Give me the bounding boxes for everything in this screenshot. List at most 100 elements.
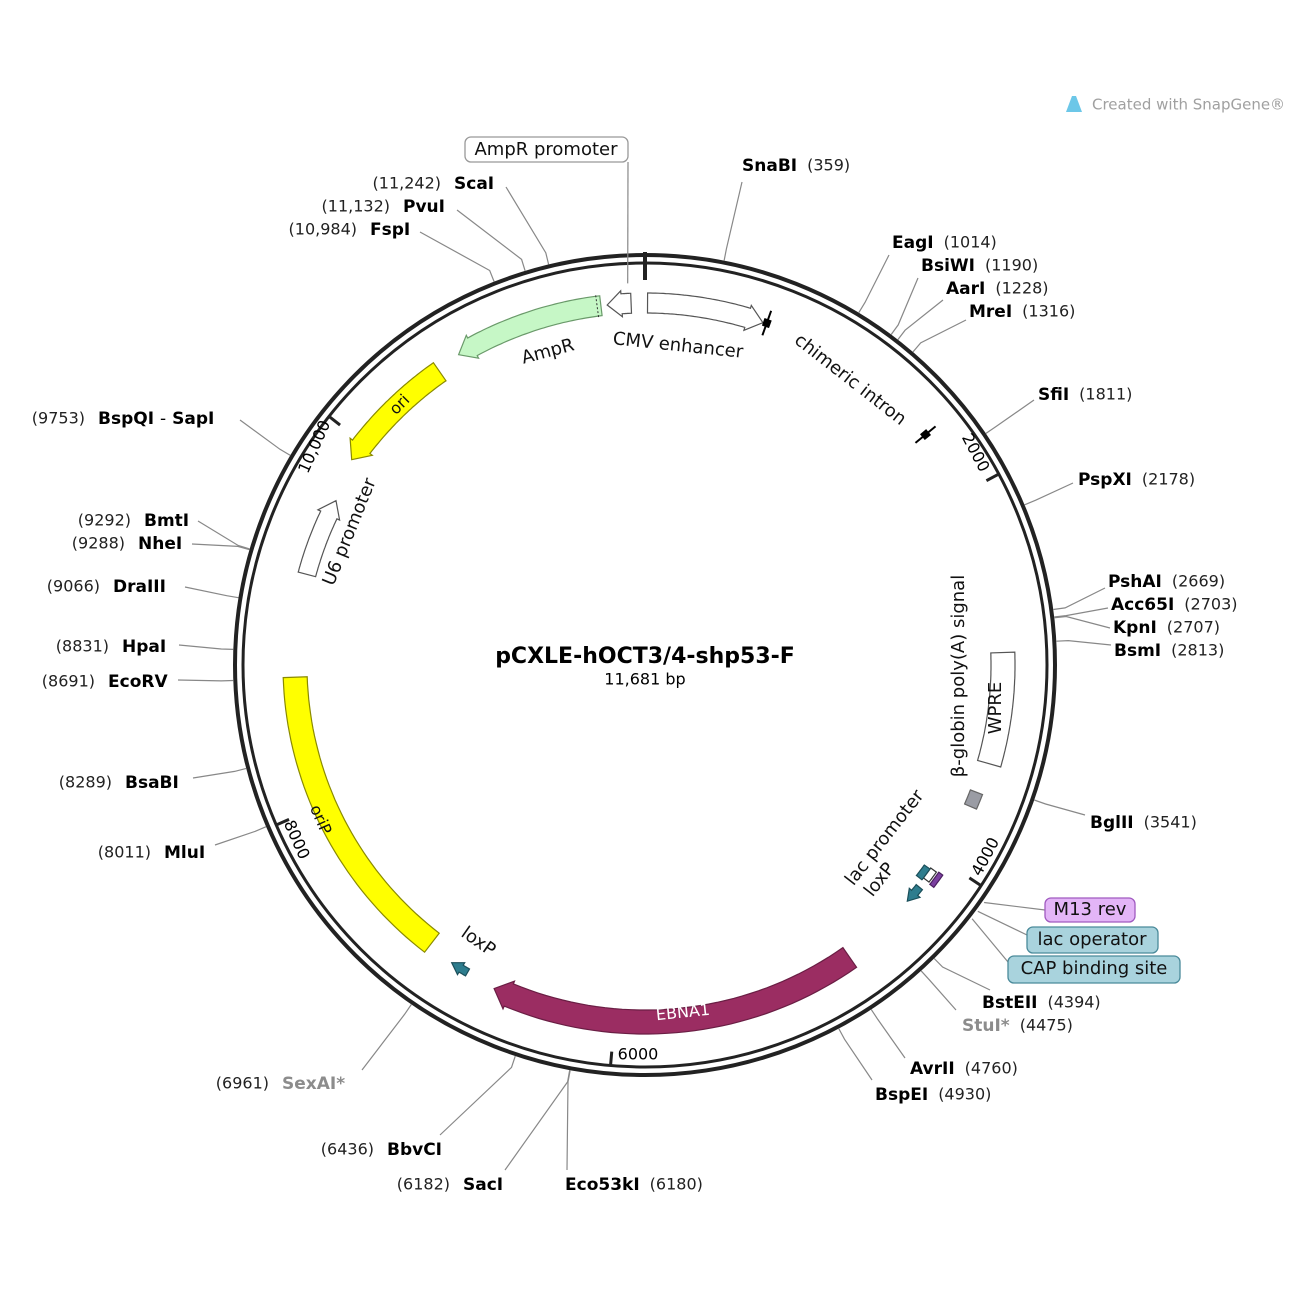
intron-marker-box [761,318,772,329]
site-leader [456,209,526,271]
site-leader [1054,607,1109,618]
site-separator: - [160,409,166,429]
site-name: EcoRV [108,672,168,692]
site-name: DraIII [113,577,166,597]
site-position: (9753) [32,409,85,428]
site-name: MluI [164,843,205,863]
site-name: BstEII [982,993,1037,1013]
site-leader [897,299,944,341]
site-leader [505,186,550,265]
site-leader [1056,639,1112,646]
feature-ori [349,361,447,461]
watermark-text: Created with SnapGene® [1092,96,1285,114]
site-name: SexAI* [282,1074,345,1094]
site-position: (359) [807,156,850,175]
site-leader [858,254,890,314]
site-position: (11,242) [373,174,441,193]
site-name: HpaI [122,637,166,657]
site-leader [1053,587,1106,611]
site-position: (1014) [944,233,997,252]
intron-marker-box [920,429,931,440]
site-leader [723,181,743,261]
feature-label-box [464,136,629,163]
site-leader [192,767,247,779]
feature-label: WPRE [985,682,1006,735]
feature-ebna1 [493,946,858,1035]
site-leader [870,1009,906,1059]
site-leader [1024,482,1074,506]
tick-mark [985,472,1000,483]
site-name: AvrII [910,1059,955,1079]
site-leader [566,1069,571,1171]
site-position: (1316) [1022,302,1075,321]
site-position: (8289) [59,773,112,792]
feature-label: AmpR promoter [474,139,618,160]
site-position: (8691) [42,672,95,691]
site-name: Acc65I [1111,595,1174,615]
feature-label: AmpR [519,334,576,368]
site-name: MreI [969,302,1012,322]
site-leader [1034,799,1086,816]
site-name: NheI [138,534,182,554]
site-leader [920,970,957,1011]
feature-wpre [976,651,1016,768]
site-name: SnaBI [742,156,797,176]
tick-label: 6000 [618,1045,659,1064]
watermark-icon [1066,96,1082,112]
site-position: (6436) [321,1140,374,1159]
feature-label-box [1044,897,1136,923]
feature-cap-site [915,864,931,881]
watermark: Created with SnapGene® [1066,96,1285,114]
feature-ampr [457,295,603,360]
site-position: (4475) [1020,1016,1073,1035]
feature-label: M13 rev [1054,899,1127,920]
site-leader [178,644,234,650]
feature-ampr-promoter [606,289,633,318]
site-leader [912,319,967,353]
feature-label-box [1026,926,1159,954]
tick-label: 8000 [280,817,314,862]
plasmid-name: pCXLE-hOCT3/4-shp53-F [495,644,795,669]
feature-cmv-enhancer [646,292,764,332]
site-name: SfiI [1038,385,1069,405]
tick-mark [609,1051,614,1066]
site-position: (8011) [98,843,151,862]
site-position: (1228) [995,279,1048,298]
site-name: PspXI [1078,470,1132,490]
feature-label: CAP binding site [1021,958,1168,979]
site-position: (4760) [965,1059,1018,1078]
feature-label: CMV enhancer [612,328,745,363]
site-position: (2813) [1171,641,1224,660]
site-position: (1811) [1079,385,1132,404]
feature-orip [282,676,441,954]
site-leader [197,520,250,550]
site-name: SacI [463,1175,503,1195]
feature-u6-promoter [297,499,341,578]
site-name: EagI [892,233,934,253]
feature-loxp [906,883,924,903]
site-position: (11,132) [322,197,390,216]
site-leader [933,958,991,991]
tick-mark [328,415,341,427]
site-leader [361,1004,412,1071]
tick-label: 2000 [958,430,994,475]
site-name: FspI [370,220,410,240]
site-position: (9066) [47,577,100,596]
site-name: BmtI [144,511,189,531]
site-position: (2178) [1142,470,1195,489]
site-name: PvuI [403,197,445,217]
site-position: (6961) [216,1074,269,1093]
site-leader [239,419,291,456]
site-position: (6180) [650,1175,703,1194]
site-position: (9288) [72,534,125,553]
feature-loxp [450,962,471,977]
site-name: KpnI [1113,618,1157,638]
tick-mark [968,876,982,887]
site-leader [191,543,250,551]
site-name: ScaI [454,174,494,194]
feature-label: lac operator [1037,929,1147,950]
site-leader [1054,615,1111,629]
site-name: BglII [1090,813,1134,833]
feature-leader [977,910,1028,936]
